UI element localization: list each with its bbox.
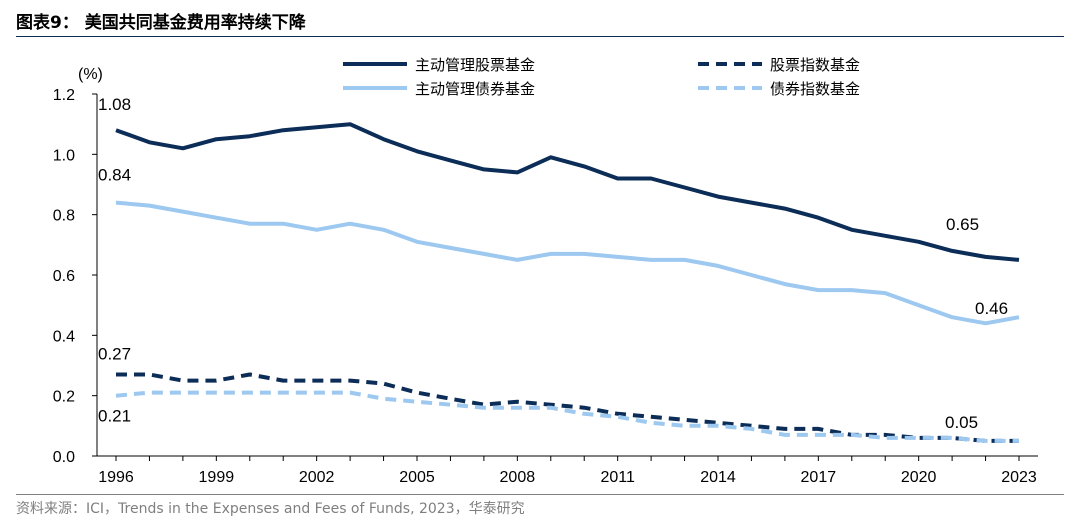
source-note: 资料来源：ICI，Trends in the Expenses and Fees…: [16, 501, 525, 517]
x-tick-label: 2017: [801, 469, 837, 486]
y-axis-label: (%): [78, 66, 103, 83]
y-tick-label: 0.6: [53, 268, 75, 285]
annotations: 1.08 0.84 0.27 0.21 0.65 0.46 0.05: [98, 95, 1008, 432]
data-label: 0.27: [98, 345, 131, 364]
legend-label-2: 主动管理债券基金: [415, 80, 535, 98]
title-divider: [16, 36, 1064, 37]
x-tick-label: 2008: [500, 469, 536, 486]
axes: 0.0 0.2 0.4 0.6 0.8 1.0 1.2 1996 1999 2002 2005 200…: [53, 87, 1038, 486]
legend-label-4: 债券指数基金: [770, 80, 860, 98]
y-tick-label: 0.2: [53, 389, 75, 406]
x-tick-label: 1996: [98, 469, 134, 486]
x-tick-label: 2005: [399, 469, 435, 486]
data-label: 1.08: [98, 95, 131, 114]
legend-label-1: 主动管理股票基金: [415, 56, 535, 74]
data-label: 0.65: [946, 215, 979, 234]
series-line-2: [115, 200, 1020, 326]
series-line-4: [115, 390, 1019, 443]
source-divider: [16, 494, 1064, 495]
y-tick-label: 0.8: [53, 208, 75, 225]
x-tick-label: 2014: [700, 469, 736, 486]
line-chart: (%) 0.0 0.2 0.4 0.6 0.8 1.0 1.2 1996 1999 2002 200…: [53, 56, 1038, 486]
series-lines: [115, 122, 1020, 443]
y-tick-label: 0.4: [53, 328, 75, 345]
x-tick-label: 2011: [600, 469, 635, 486]
x-tick-label: 2020: [901, 469, 937, 486]
figure-title: 图表9： 美国共同基金费用率持续下降: [16, 13, 306, 33]
series-line-3: [116, 372, 1019, 443]
data-label: 0.21: [98, 407, 131, 426]
legend-label-3: 股票指数基金: [770, 56, 860, 74]
x-tick-label: 1999: [199, 469, 235, 486]
x-tick-label: 2023: [1001, 469, 1037, 486]
y-tick-label: 1.2: [53, 87, 75, 104]
y-tick-label: 1.0: [53, 147, 75, 164]
data-label: 0.84: [98, 166, 131, 185]
data-label: 0.46: [975, 299, 1008, 318]
series-line-1: [115, 122, 1020, 262]
x-tick-label: 2002: [299, 469, 335, 486]
y-tick-label: 0.0: [53, 449, 75, 466]
data-label: 0.05: [945, 413, 978, 432]
